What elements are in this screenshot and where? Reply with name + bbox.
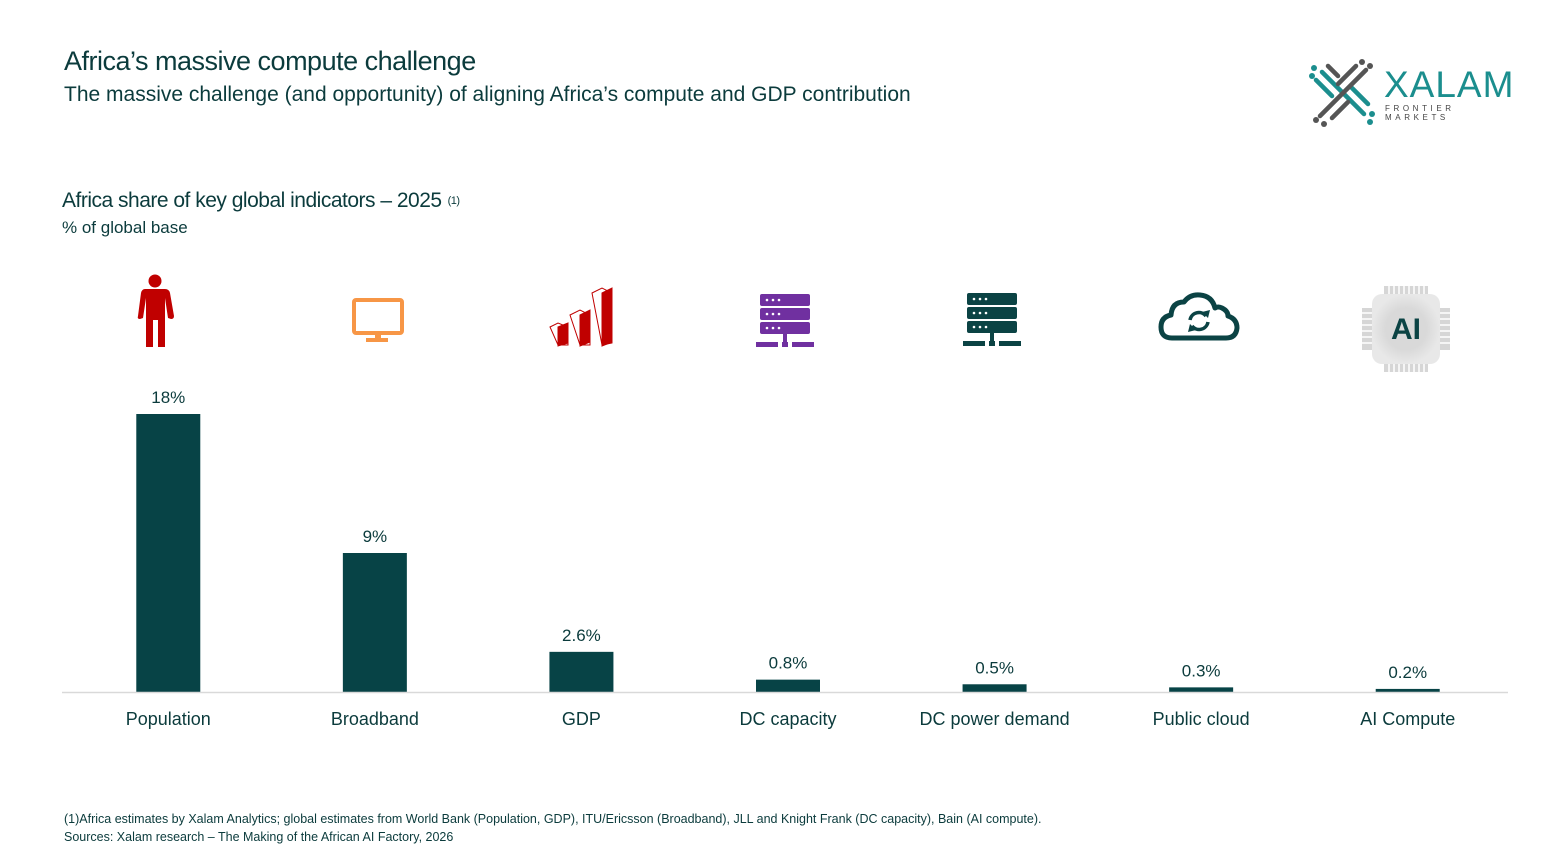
bar-chart-icon xyxy=(549,287,613,347)
bar-broadband xyxy=(342,553,407,692)
data-label: 0.8% xyxy=(769,654,808,673)
sources-note: Sources: Xalam research – The Making of … xyxy=(64,830,454,844)
data-label: 0.3% xyxy=(1182,661,1221,680)
bar-public-cloud xyxy=(1169,687,1234,692)
svg-text:AI: AI xyxy=(1391,313,1421,346)
chart-title-note: (1) xyxy=(447,195,460,208)
footnote: (1)Africa estimates by Xalam Analytics; … xyxy=(64,812,1042,826)
data-label: 0.5% xyxy=(975,658,1014,677)
chart-subtitle: % of global base xyxy=(62,218,188,237)
ai-chip-icon: AI xyxy=(1362,286,1450,372)
page-title: Africa’s massive compute challenge xyxy=(64,46,476,76)
bar-dc-power-demand xyxy=(962,684,1027,692)
category-label: Population xyxy=(126,709,211,729)
server-icon xyxy=(756,294,814,347)
bar-gdp xyxy=(549,651,614,692)
chart-title: Africa share of key global indicators – … xyxy=(62,189,460,213)
data-label: 0.2% xyxy=(1388,663,1427,682)
bar-dc-capacity xyxy=(756,679,820,692)
page-subtitle: The massive challenge (and opportunity) … xyxy=(64,83,911,106)
category-label: DC power demand xyxy=(920,709,1070,729)
logo-wordmark: XALAM xyxy=(1384,64,1515,105)
category-label: DC capacity xyxy=(739,709,836,729)
person-icon xyxy=(137,274,174,347)
xalam-logo: XALAM FRONTIER MARKETS xyxy=(1308,58,1523,128)
category-label: Public cloud xyxy=(1153,709,1250,729)
category-label: Broadband xyxy=(331,709,419,729)
category-label: AI Compute xyxy=(1360,709,1455,729)
bar-ai-compute xyxy=(1375,688,1440,692)
category-label: GDP xyxy=(562,709,601,729)
data-label: 9% xyxy=(363,527,388,546)
data-label: 2.6% xyxy=(562,626,601,645)
xalam-logo-mark-icon xyxy=(1309,59,1375,127)
logo-tagline: FRONTIER MARKETS xyxy=(1385,104,1455,122)
data-label: 18% xyxy=(151,388,185,407)
chart-title-text: Africa share of key global indicators – … xyxy=(62,189,442,212)
monitor-icon xyxy=(352,298,404,342)
cloud-sync-icon xyxy=(1158,292,1240,341)
bar-population xyxy=(136,414,201,692)
server-icon xyxy=(963,293,1021,346)
